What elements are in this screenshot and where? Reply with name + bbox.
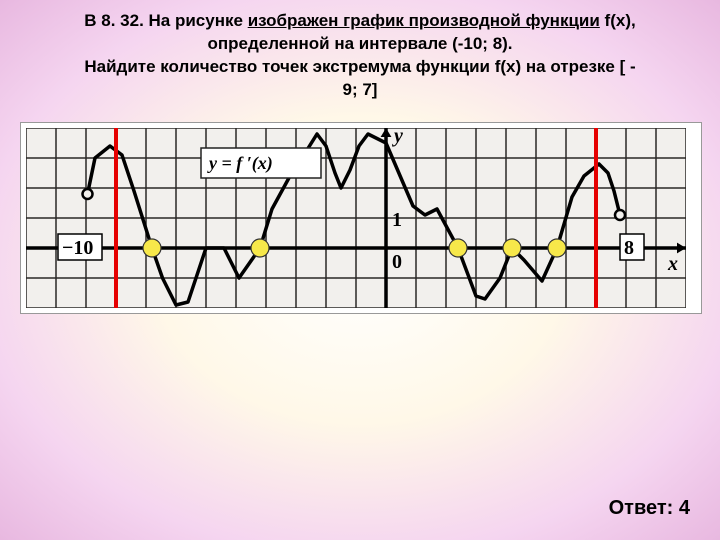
svg-text:8: 8: [624, 237, 634, 259]
svg-text:x: x: [667, 253, 678, 275]
svg-text:1: 1: [392, 209, 402, 231]
answer: Ответ: 4: [609, 497, 690, 520]
title-line4: 9; 7]: [343, 80, 378, 99]
svg-text:−10: −10: [62, 237, 93, 259]
title-line1-suffix: f(x),: [600, 11, 636, 30]
chart-container: −10 8 0 1 x y y = f ′(x): [20, 122, 702, 314]
title-line1-prefix: В 8. 32. На рисунке: [84, 11, 247, 30]
answer-value: 4: [679, 497, 690, 519]
title-line1-underlined: изображен график производной функции: [248, 11, 600, 30]
title-line3: Найдите количество точек экстремума функ…: [84, 57, 635, 76]
derivative-chart: −10 8 0 1 x y y = f ′(x): [26, 128, 686, 308]
svg-text:0: 0: [392, 251, 402, 273]
svg-text:y: y: [392, 128, 403, 147]
answer-label: Ответ:: [609, 497, 674, 519]
problem-title: В 8. 32. На рисунке изображен график про…: [20, 10, 700, 102]
title-line2: определенной на интервале (-10; 8).: [207, 34, 512, 53]
svg-text:y = f ′(x): y = f ′(x): [207, 153, 273, 174]
